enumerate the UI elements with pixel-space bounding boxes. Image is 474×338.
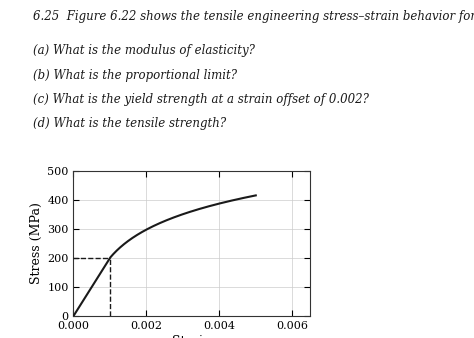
Text: (d) What is the tensile strength?: (d) What is the tensile strength?	[33, 117, 226, 130]
Text: (a) What is the modulus of elasticity?: (a) What is the modulus of elasticity?	[33, 44, 255, 57]
Text: 6.25  Figure 6.22 shows the tensile engineering stress–strain behavior for a ste: 6.25 Figure 6.22 shows the tensile engin…	[33, 10, 474, 23]
Text: (b) What is the proportional limit?: (b) What is the proportional limit?	[33, 69, 237, 81]
Text: (c) What is the yield strength at a strain offset of 0.002?: (c) What is the yield strength at a stra…	[33, 93, 369, 106]
Y-axis label: Stress (MPa): Stress (MPa)	[30, 202, 43, 284]
X-axis label: Strain: Strain	[173, 335, 211, 338]
